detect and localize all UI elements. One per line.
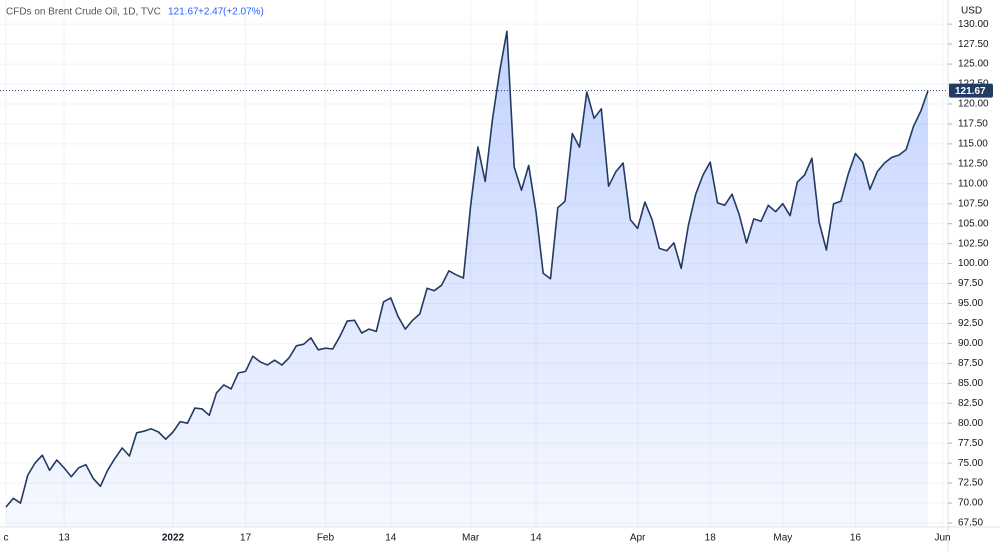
x-tick-label: 14 [530,533,542,544]
y-tick-label: 85.00 [958,378,983,389]
y-tick-label: 100.00 [958,258,989,269]
y-tick-label: 90.00 [958,338,983,349]
y-tick-label: 95.00 [958,298,983,309]
x-tick-label: May [773,533,792,544]
plot [0,30,948,528]
y-tick-label: 92.50 [958,318,983,329]
last-price-box [949,83,993,98]
x-tick-label: Apr [630,533,646,544]
y-tick-label: 127.50 [958,39,989,50]
y-tick-label: 80.00 [958,418,983,429]
y-tick-label: 125.00 [958,59,989,70]
x-tick-label: 14 [385,533,397,544]
y-tick-label: 117.50 [958,119,988,130]
price-line [5,30,929,508]
y-tick-label: 120.00 [958,99,989,110]
y-tick-label: 77.50 [958,438,983,449]
x-tick-label: 13 [59,533,71,544]
x-tick-label: Jun [934,533,950,544]
x-tick-label: Mar [462,533,480,544]
last-price-label: 121.67 [955,86,986,97]
axes: 67.50 70.00 72.50 75.00 77.50 80.00 82.50 85.00… [4,19,993,544]
y-tick-label: 87.50 [958,358,983,369]
y-tick-label: 107.50 [958,198,989,209]
x-tick-label: 18 [705,533,717,544]
area-fill [6,31,928,528]
y-tick-label: 97.50 [958,278,983,289]
y-tick-label: 75.00 [958,458,983,469]
x-tick-label: 2022 [162,533,185,544]
y-tick-label: 112.50 [958,158,988,169]
y-tick-label: 72.50 [958,478,983,489]
header-change-pct: (+2.07%) [223,7,264,18]
y-tick-label: 130.00 [958,19,989,30]
y-tick-label: 115.00 [958,139,988,150]
header-title: CFDs on Brent Crude Oil, 1D, TVC [6,7,161,18]
y-tick-label: 70.00 [958,498,983,509]
x-tick-label: c [4,533,9,544]
y-tick-label: 105.00 [958,218,989,229]
header-last: 121.67 [168,7,199,18]
x-tick-label: Feb [317,533,335,544]
x-tick-label: 16 [850,533,862,544]
y-tick-label: 82.50 [958,398,983,409]
y-tick-label: 110.00 [958,178,988,189]
x-tick-label: 17 [240,533,252,544]
header-change: +2.47 [198,7,224,18]
y-axis-label: USD [961,6,982,17]
y-tick-label: 102.50 [958,238,989,249]
y-tick-label: 67.50 [958,518,983,529]
